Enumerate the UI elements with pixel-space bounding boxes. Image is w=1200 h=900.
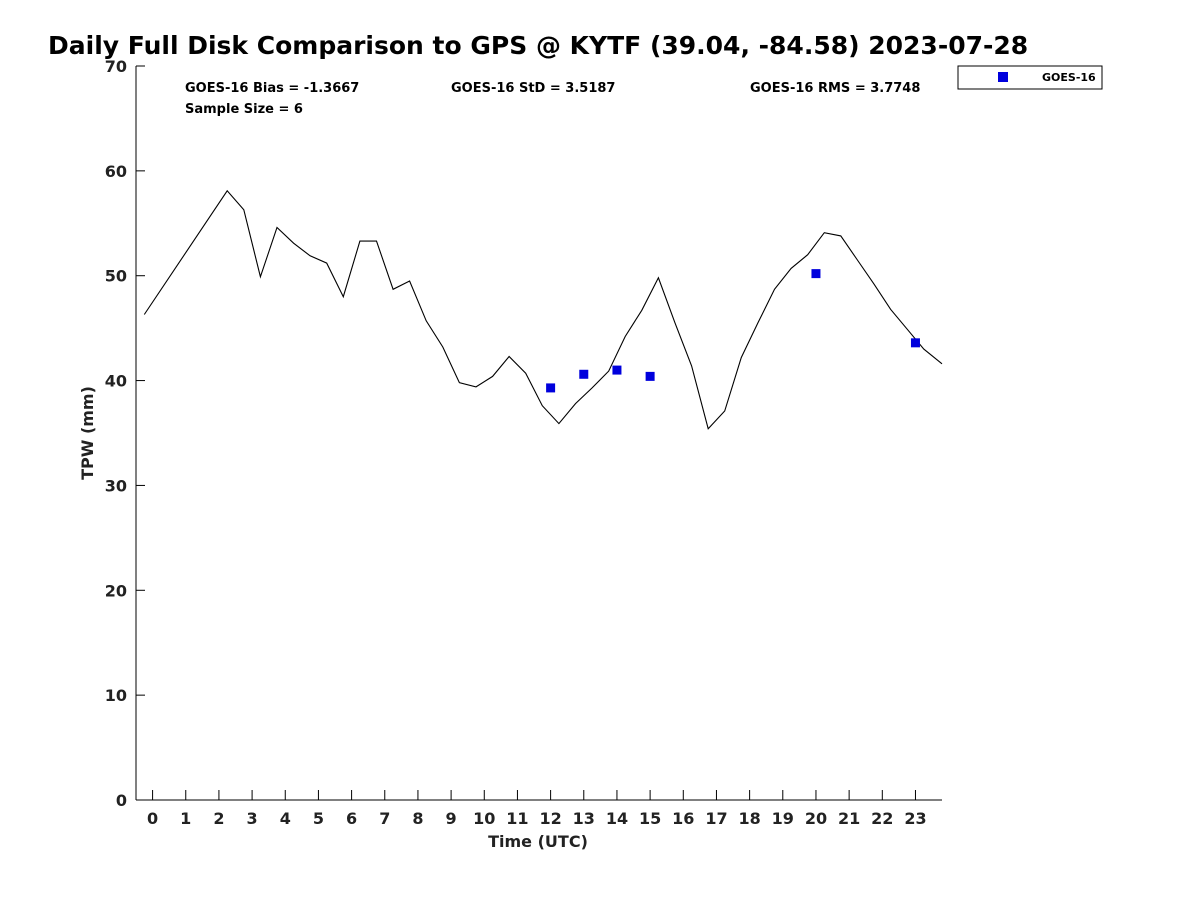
goes-data-point bbox=[546, 383, 556, 393]
goes-data-point bbox=[612, 365, 622, 375]
x-tick-label: 17 bbox=[705, 809, 727, 828]
x-tick-label: 6 bbox=[346, 809, 357, 828]
x-tick-label: 23 bbox=[904, 809, 926, 828]
plot-frame bbox=[135, 66, 942, 801]
y-tick-label: 70 bbox=[105, 57, 127, 76]
y-axis-ticks: 0 10 20 30 40 50 60 70 bbox=[105, 57, 145, 810]
x-tick-label: 0 bbox=[147, 809, 158, 828]
goes-data-point bbox=[811, 269, 821, 279]
chart-title: Daily Full Disk Comparison to GPS @ KYTF… bbox=[48, 31, 1028, 60]
legend-box bbox=[957, 65, 1103, 90]
x-tick-label: 16 bbox=[672, 809, 694, 828]
legend: GOES-16 bbox=[957, 65, 1103, 90]
x-tick-label: 11 bbox=[506, 809, 528, 828]
y-tick-label: 0 bbox=[116, 791, 127, 810]
x-tick-label: 12 bbox=[539, 809, 561, 828]
y-axis-label: TPW (mm) bbox=[78, 386, 97, 480]
rms-stat: GOES-16 RMS = 3.7748 bbox=[750, 81, 920, 96]
x-tick-label: 2 bbox=[213, 809, 224, 828]
legend-goes-label: GOES-16 bbox=[1042, 71, 1096, 84]
gps-tpw-line bbox=[143, 189, 943, 430]
y-tick-label: 50 bbox=[105, 267, 127, 286]
x-tick-label: 4 bbox=[280, 809, 291, 828]
x-tick-label: 3 bbox=[247, 809, 258, 828]
x-tick-label: 5 bbox=[313, 809, 324, 828]
goes-data-point bbox=[645, 371, 655, 381]
legend-goes-marker bbox=[998, 72, 1008, 82]
y-tick-label: 10 bbox=[105, 686, 127, 705]
x-tick-label: 7 bbox=[379, 809, 390, 828]
x-axis-ticks: 0 1 2 3 4 5 6 7 8 9 10 11 12 13 14 15 16 17 18 19 20 21 22 23 bbox=[147, 790, 927, 828]
x-tick-label: 19 bbox=[772, 809, 794, 828]
x-tick-label: 8 bbox=[412, 809, 423, 828]
x-tick-label: 15 bbox=[639, 809, 661, 828]
std-stat: GOES-16 StD = 3.5187 bbox=[451, 81, 615, 96]
sample-size-stat: Sample Size = 6 bbox=[185, 102, 303, 117]
x-tick-label: 21 bbox=[838, 809, 860, 828]
goes-data-point bbox=[910, 338, 920, 348]
x-tick-label: 13 bbox=[573, 809, 595, 828]
x-tick-label: 14 bbox=[606, 809, 628, 828]
y-tick-label: 20 bbox=[105, 581, 127, 600]
x-tick-label: 10 bbox=[473, 809, 495, 828]
x-tick-label: 9 bbox=[446, 809, 457, 828]
y-tick-label: 60 bbox=[105, 162, 127, 181]
series-layer bbox=[143, 189, 943, 430]
goes-data-point bbox=[579, 369, 589, 379]
x-tick-label: 22 bbox=[871, 809, 893, 828]
y-tick-label: 30 bbox=[105, 476, 127, 495]
y-tick-label: 40 bbox=[105, 372, 127, 391]
x-tick-label: 18 bbox=[738, 809, 760, 828]
x-tick-label: 20 bbox=[805, 809, 827, 828]
x-tick-label: 1 bbox=[180, 809, 191, 828]
x-axis-label: Time (UTC) bbox=[488, 832, 588, 851]
bias-stat: GOES-16 Bias = -1.3667 bbox=[185, 81, 359, 96]
